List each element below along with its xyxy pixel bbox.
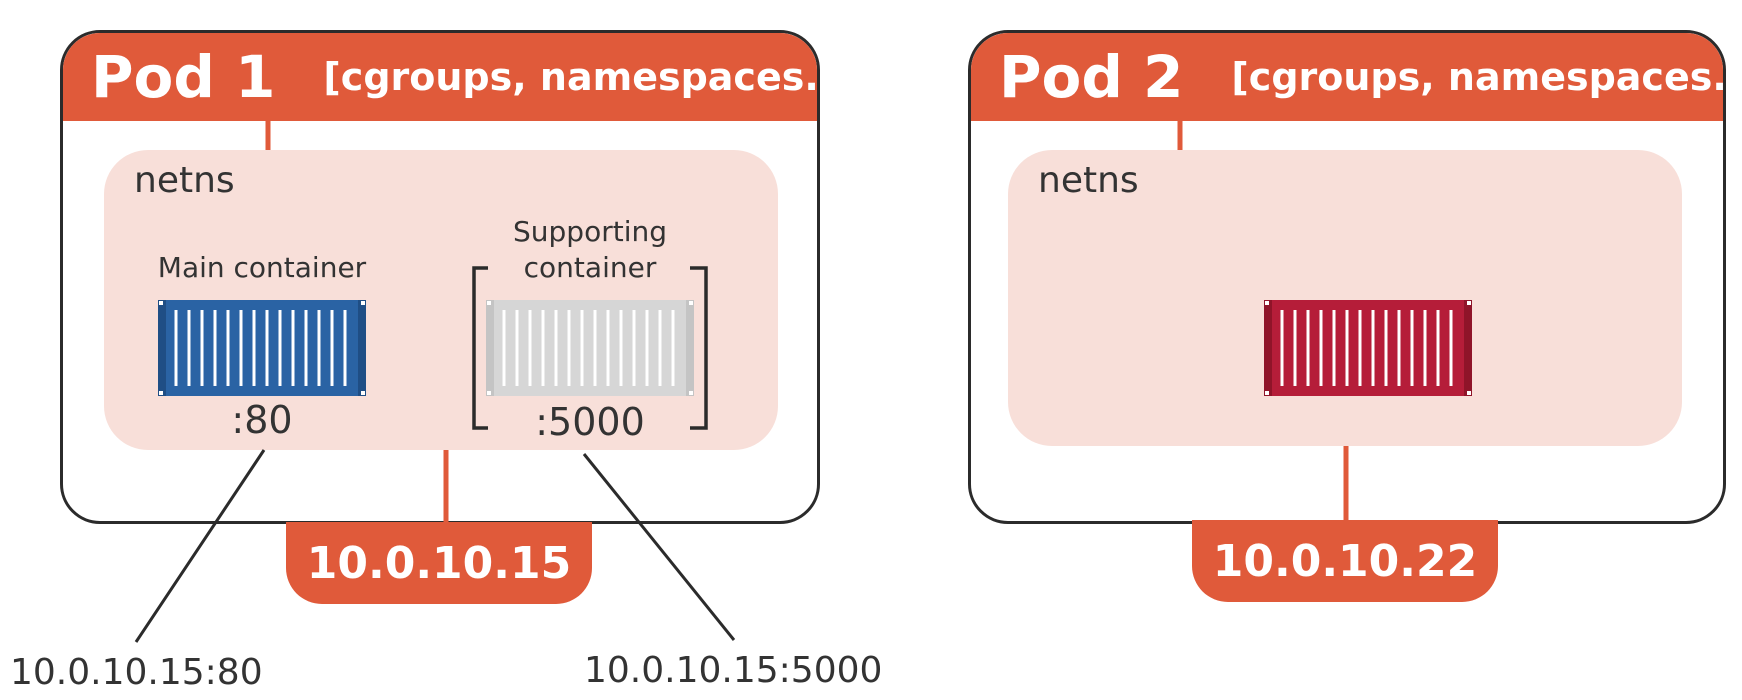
supporting-container-label-line2: container	[523, 251, 657, 284]
pod-1-ip-tab: 10.0.10.15	[286, 522, 592, 604]
pod-2-header: Pod 2 [cgroups, namespaces...]	[971, 33, 1723, 121]
pod-1-name: Pod 1	[91, 43, 276, 111]
pod-2-description: [cgroups, namespaces...]	[1231, 55, 1726, 99]
endpoint-80-leader	[134, 449, 266, 643]
pod-1-description: [cgroups, namespaces...]	[323, 55, 820, 99]
endpoint-5000-leader	[582, 453, 736, 641]
supporting-container-port: :5000	[535, 400, 645, 444]
pod-2-container-icon	[1264, 300, 1472, 396]
main-container-label: Main container	[157, 251, 367, 284]
pod-2-netns	[1008, 150, 1682, 446]
endpoint-80-label: 10.0.10.15:80	[10, 652, 263, 693]
endpoint-5000-label: 10.0.10.15:5000	[584, 650, 883, 691]
main-container-port: :80	[231, 398, 293, 442]
supporting-container-right-bracket	[690, 266, 708, 430]
main-container-icon	[158, 300, 366, 396]
pod-2-netns-label: netns	[1038, 160, 1139, 201]
pod-1-netns-label: netns	[134, 160, 235, 201]
pod-1-ip: 10.0.10.15	[306, 537, 572, 589]
supporting-container-label-line1: Supporting	[513, 215, 667, 248]
pod-2-ip-tab: 10.0.10.22	[1192, 520, 1498, 602]
pod-1-header: Pod 1 [cgroups, namespaces...]	[63, 33, 817, 121]
supporting-container-icon	[486, 300, 694, 396]
pod-2-ip: 10.0.10.22	[1212, 535, 1478, 587]
supporting-container-left-bracket	[472, 266, 488, 430]
pod-2-name: Pod 2	[999, 43, 1184, 111]
